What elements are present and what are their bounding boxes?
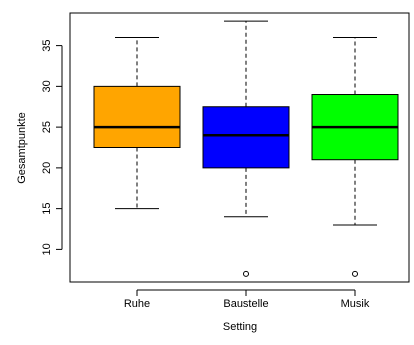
y-tick-label: 15 <box>41 203 53 215</box>
y-axis-label: Gesamtpunkte <box>16 112 28 184</box>
y-tick-label: 35 <box>41 39 53 51</box>
boxes <box>93 20 399 277</box>
y-tick-label: 20 <box>41 162 53 174</box>
y-tick-label: 25 <box>41 121 53 133</box>
box <box>202 106 290 169</box>
x-axis-label: Setting <box>223 321 257 333</box>
box <box>93 85 181 149</box>
box-group-musik <box>311 36 399 277</box>
y-axis: 10 15 20 25 30 35 <box>41 39 63 256</box>
y-tick-label: 10 <box>41 243 53 255</box>
outlier-point <box>352 270 358 277</box>
y-tick-label: 30 <box>41 80 53 92</box>
box-group-baustelle <box>202 20 290 277</box>
x-tick-label: Baustelle <box>223 298 268 310</box>
x-tick-label: Ruhe <box>124 298 150 310</box>
x-axis: Ruhe Baustelle Musik <box>124 289 370 310</box>
plot-frame <box>69 12 410 283</box>
outlier-point <box>243 270 249 277</box>
box-group-ruhe <box>93 36 181 210</box>
x-tick-label: Musik <box>341 298 370 310</box>
